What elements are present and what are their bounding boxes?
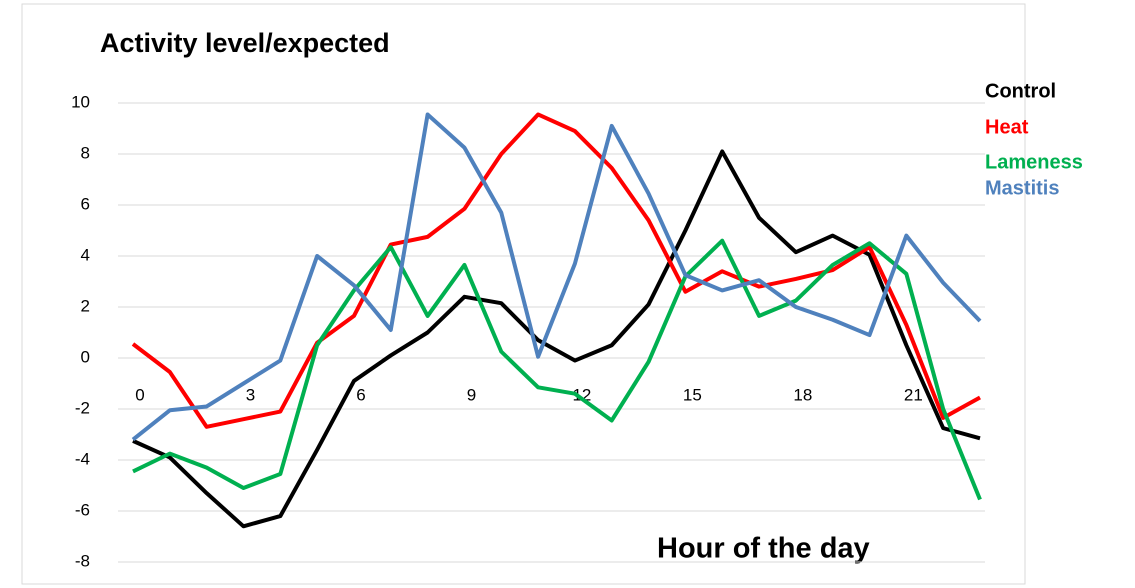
legend-entry: Lameness: [985, 151, 1083, 173]
x-tick-label: 3: [246, 385, 255, 404]
y-tick-label: 2: [81, 296, 90, 315]
y-tick-label: 6: [81, 194, 90, 213]
y-tick-label: -8: [75, 551, 90, 570]
data-line: [132, 149, 981, 529]
y-tick-label: -2: [75, 398, 90, 417]
y-tick-label: -4: [75, 449, 90, 468]
y-tick-label: -6: [75, 500, 90, 519]
chart-title: Activity level/expected: [100, 28, 390, 58]
x-tick-label: 21: [904, 385, 923, 404]
x-tick-label: 0: [135, 385, 144, 404]
y-tick-label: 8: [81, 143, 90, 162]
legend-entry: Mastitis: [985, 177, 1059, 199]
data-line: [132, 238, 982, 501]
x-tick-label: 15: [683, 385, 702, 404]
y-tick-label: 0: [81, 347, 90, 366]
x-tick-label: 12: [572, 385, 591, 404]
y-tick-label: 4: [81, 245, 90, 264]
legend-entry: Heat: [985, 116, 1029, 138]
x-tick-label: 18: [793, 385, 812, 404]
y-tick-label: 10: [71, 92, 90, 111]
x-tick-label: 6: [356, 385, 365, 404]
legend-entry: Control: [985, 80, 1056, 102]
x-tick-label: 9: [467, 385, 476, 404]
data-line: [131, 112, 982, 442]
data-line: [131, 112, 981, 429]
x-axis-label: Hour of the day: [657, 533, 870, 565]
